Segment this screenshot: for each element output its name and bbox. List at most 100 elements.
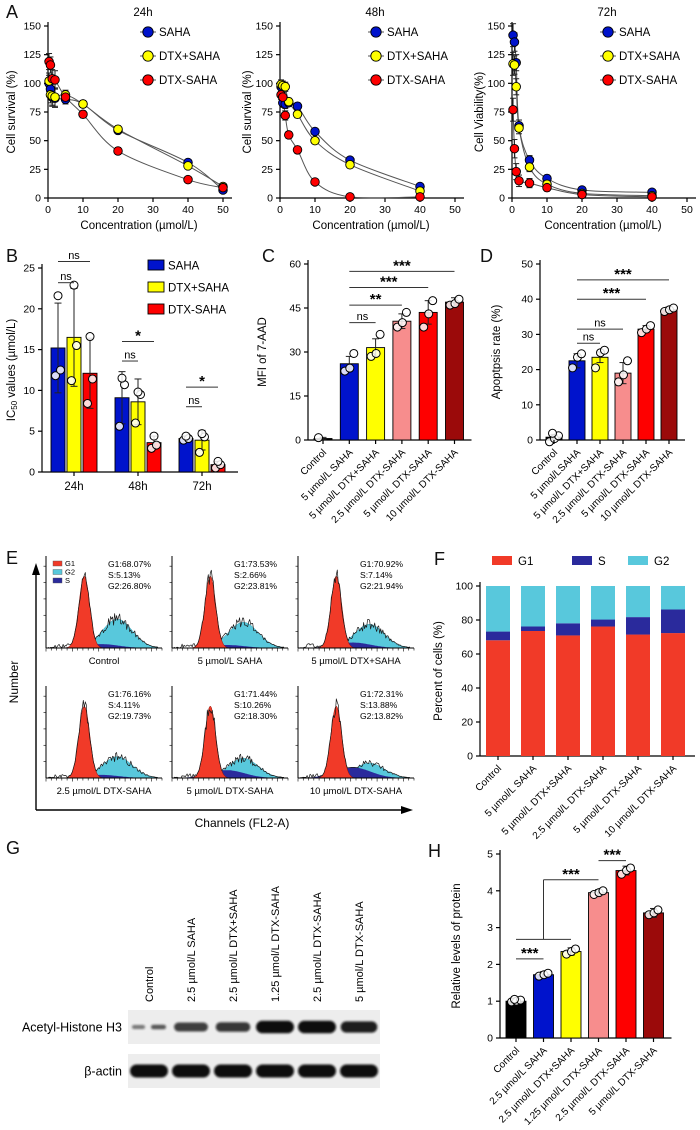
panel-letter-g: G: [6, 838, 21, 858]
significance-label: ***: [393, 257, 411, 274]
data-point-DTX+SAHA: [524, 162, 535, 172]
data-point-DTX-SAHA: [78, 109, 88, 120]
y-tick-label: 60: [289, 259, 301, 271]
phase-stat: S:7.14%: [360, 570, 393, 580]
blot-strip-1: [128, 1054, 380, 1088]
replicate-dot: [371, 348, 381, 358]
blot-strip-0: [128, 1010, 380, 1044]
replicate-dot: [197, 429, 207, 439]
replicate-dot: [619, 370, 628, 380]
replicate-dot: [375, 329, 385, 339]
band: [298, 1020, 336, 1034]
significance-label: *: [135, 327, 141, 344]
legend-label: S: [598, 556, 606, 568]
data-point-DTX+SAHA: [509, 60, 520, 70]
phase-stat: G1:71.44%: [234, 689, 277, 699]
replicate-dot: [181, 431, 191, 441]
y-tick-label: 20: [521, 364, 533, 376]
category-label: Control: [474, 763, 505, 794]
y-tick-label: 125: [255, 49, 273, 61]
subpanel-label: 2.5 µmol/L DTX-SAHA: [57, 786, 153, 797]
replicate-dot: [454, 294, 464, 304]
subpanel-label: 10 µmol/L DTX-SAHA: [310, 786, 403, 797]
data-point-DTX-SAHA: [183, 174, 193, 185]
y-axis-title: Cell Viability(%): [474, 72, 486, 152]
legend-swatch-DTX-SAHA: [147, 303, 165, 315]
y-tick-label: 5: [29, 426, 35, 438]
x-tick-label: 20: [576, 204, 588, 216]
x-axis-title: Concentration (µmol/L): [80, 220, 197, 232]
segment-G2: [591, 586, 615, 620]
replicate-dot: [345, 363, 355, 373]
band: [340, 1064, 378, 1078]
panel-g-western-blot: Control 2.5 µmol/L SAHA 2.5 µmol/L DTX+SAH…: [22, 885, 380, 1088]
significance-label: ***: [614, 266, 632, 283]
segment-G1: [591, 626, 615, 756]
data-point-DTX-SAHA: [218, 182, 228, 193]
y-tick-label: 15: [289, 391, 301, 403]
band: [340, 1021, 378, 1033]
data-point-DTX-SAHA: [509, 143, 520, 154]
data-point-SAHA: [310, 126, 320, 137]
y-tick-label: 150: [487, 21, 505, 33]
panel-letter-h: H: [428, 841, 441, 861]
phase-stat: G2:21.94%: [360, 581, 403, 591]
bar-1.25 µmol/L DTX-SAHA: [588, 892, 609, 1039]
data-point-SAHA: [292, 101, 303, 112]
x-tick-label: 30: [147, 204, 159, 216]
panel-letter-b: B: [6, 246, 19, 266]
y-tick-label: 25: [23, 263, 35, 275]
phase-stat: S:10.26%: [234, 700, 272, 710]
y-tick-label: 10: [521, 399, 533, 411]
y-axis-title: IC50 values (µmol/L): [6, 319, 19, 422]
legend-marker-DTX-SAHA: [142, 74, 154, 86]
legend-label: DTX+SAHA: [168, 283, 229, 295]
bar-2.5 µmol/L DTX+SAHA: [560, 951, 582, 1039]
y-tick-label: 125: [487, 49, 505, 61]
band: [256, 1020, 294, 1034]
replicate-dot: [397, 318, 407, 328]
y-tick-label: 0: [487, 1033, 493, 1045]
replicate-dot: [614, 377, 623, 387]
y-tick-label: 50: [493, 135, 505, 147]
legend-swatch-SAHA: [147, 259, 165, 271]
y-axis-title: MFI of 7-AAD: [257, 317, 269, 387]
legend-label: DTX-SAHA: [168, 305, 226, 317]
replicate-dot: [131, 418, 140, 428]
y-tick-label: 2: [487, 959, 493, 971]
x-tick-label: 50: [449, 204, 461, 216]
band: [256, 1064, 294, 1078]
band: [130, 1064, 168, 1078]
data-point-SAHA: [509, 37, 520, 47]
replicate-dot: [85, 332, 95, 342]
group-label: 24h: [64, 481, 83, 493]
y-tick-label: 0: [29, 467, 35, 479]
significance-label: **: [370, 291, 382, 308]
phase-stat: G1:72.31%: [360, 689, 403, 699]
y-tick-label: 25: [29, 164, 41, 176]
y-tick-label: 75: [261, 107, 273, 119]
arrowhead-up: [32, 563, 40, 575]
x-tick-label: 40: [414, 204, 426, 216]
legend-marker-DTX-SAHA: [602, 74, 614, 86]
data-point-DTX+SAHA: [183, 161, 193, 171]
segment-S: [661, 609, 685, 634]
legend-swatch-G2: [628, 556, 648, 565]
subpanel-label: 5 µmol/L SAHA: [198, 656, 263, 667]
bar-2.5 µmol/L DTX-SAHA: [615, 870, 637, 1039]
significance-label: ns: [60, 271, 72, 283]
phase-stat: S:4.11%: [108, 700, 140, 710]
g2-peak: [48, 618, 159, 649]
panel-a-72h-dose-response-chart: 0 25 50 75 100 125 150 0 10 20 30 40 50 Concentration…: [474, 7, 696, 232]
y-axis-title: Cell survival (%): [6, 70, 18, 153]
y-tick-label: 150: [23, 21, 41, 33]
band: [215, 1022, 251, 1032]
band: [151, 1024, 166, 1030]
phase-stat: G2:23.81%: [234, 581, 277, 591]
y-tick-label: 15: [23, 344, 35, 356]
segment-G1: [661, 633, 685, 756]
significance-label: ***: [562, 866, 580, 883]
legend-label: DTX-SAHA: [159, 75, 217, 87]
y-tick-label: 125: [23, 49, 41, 61]
